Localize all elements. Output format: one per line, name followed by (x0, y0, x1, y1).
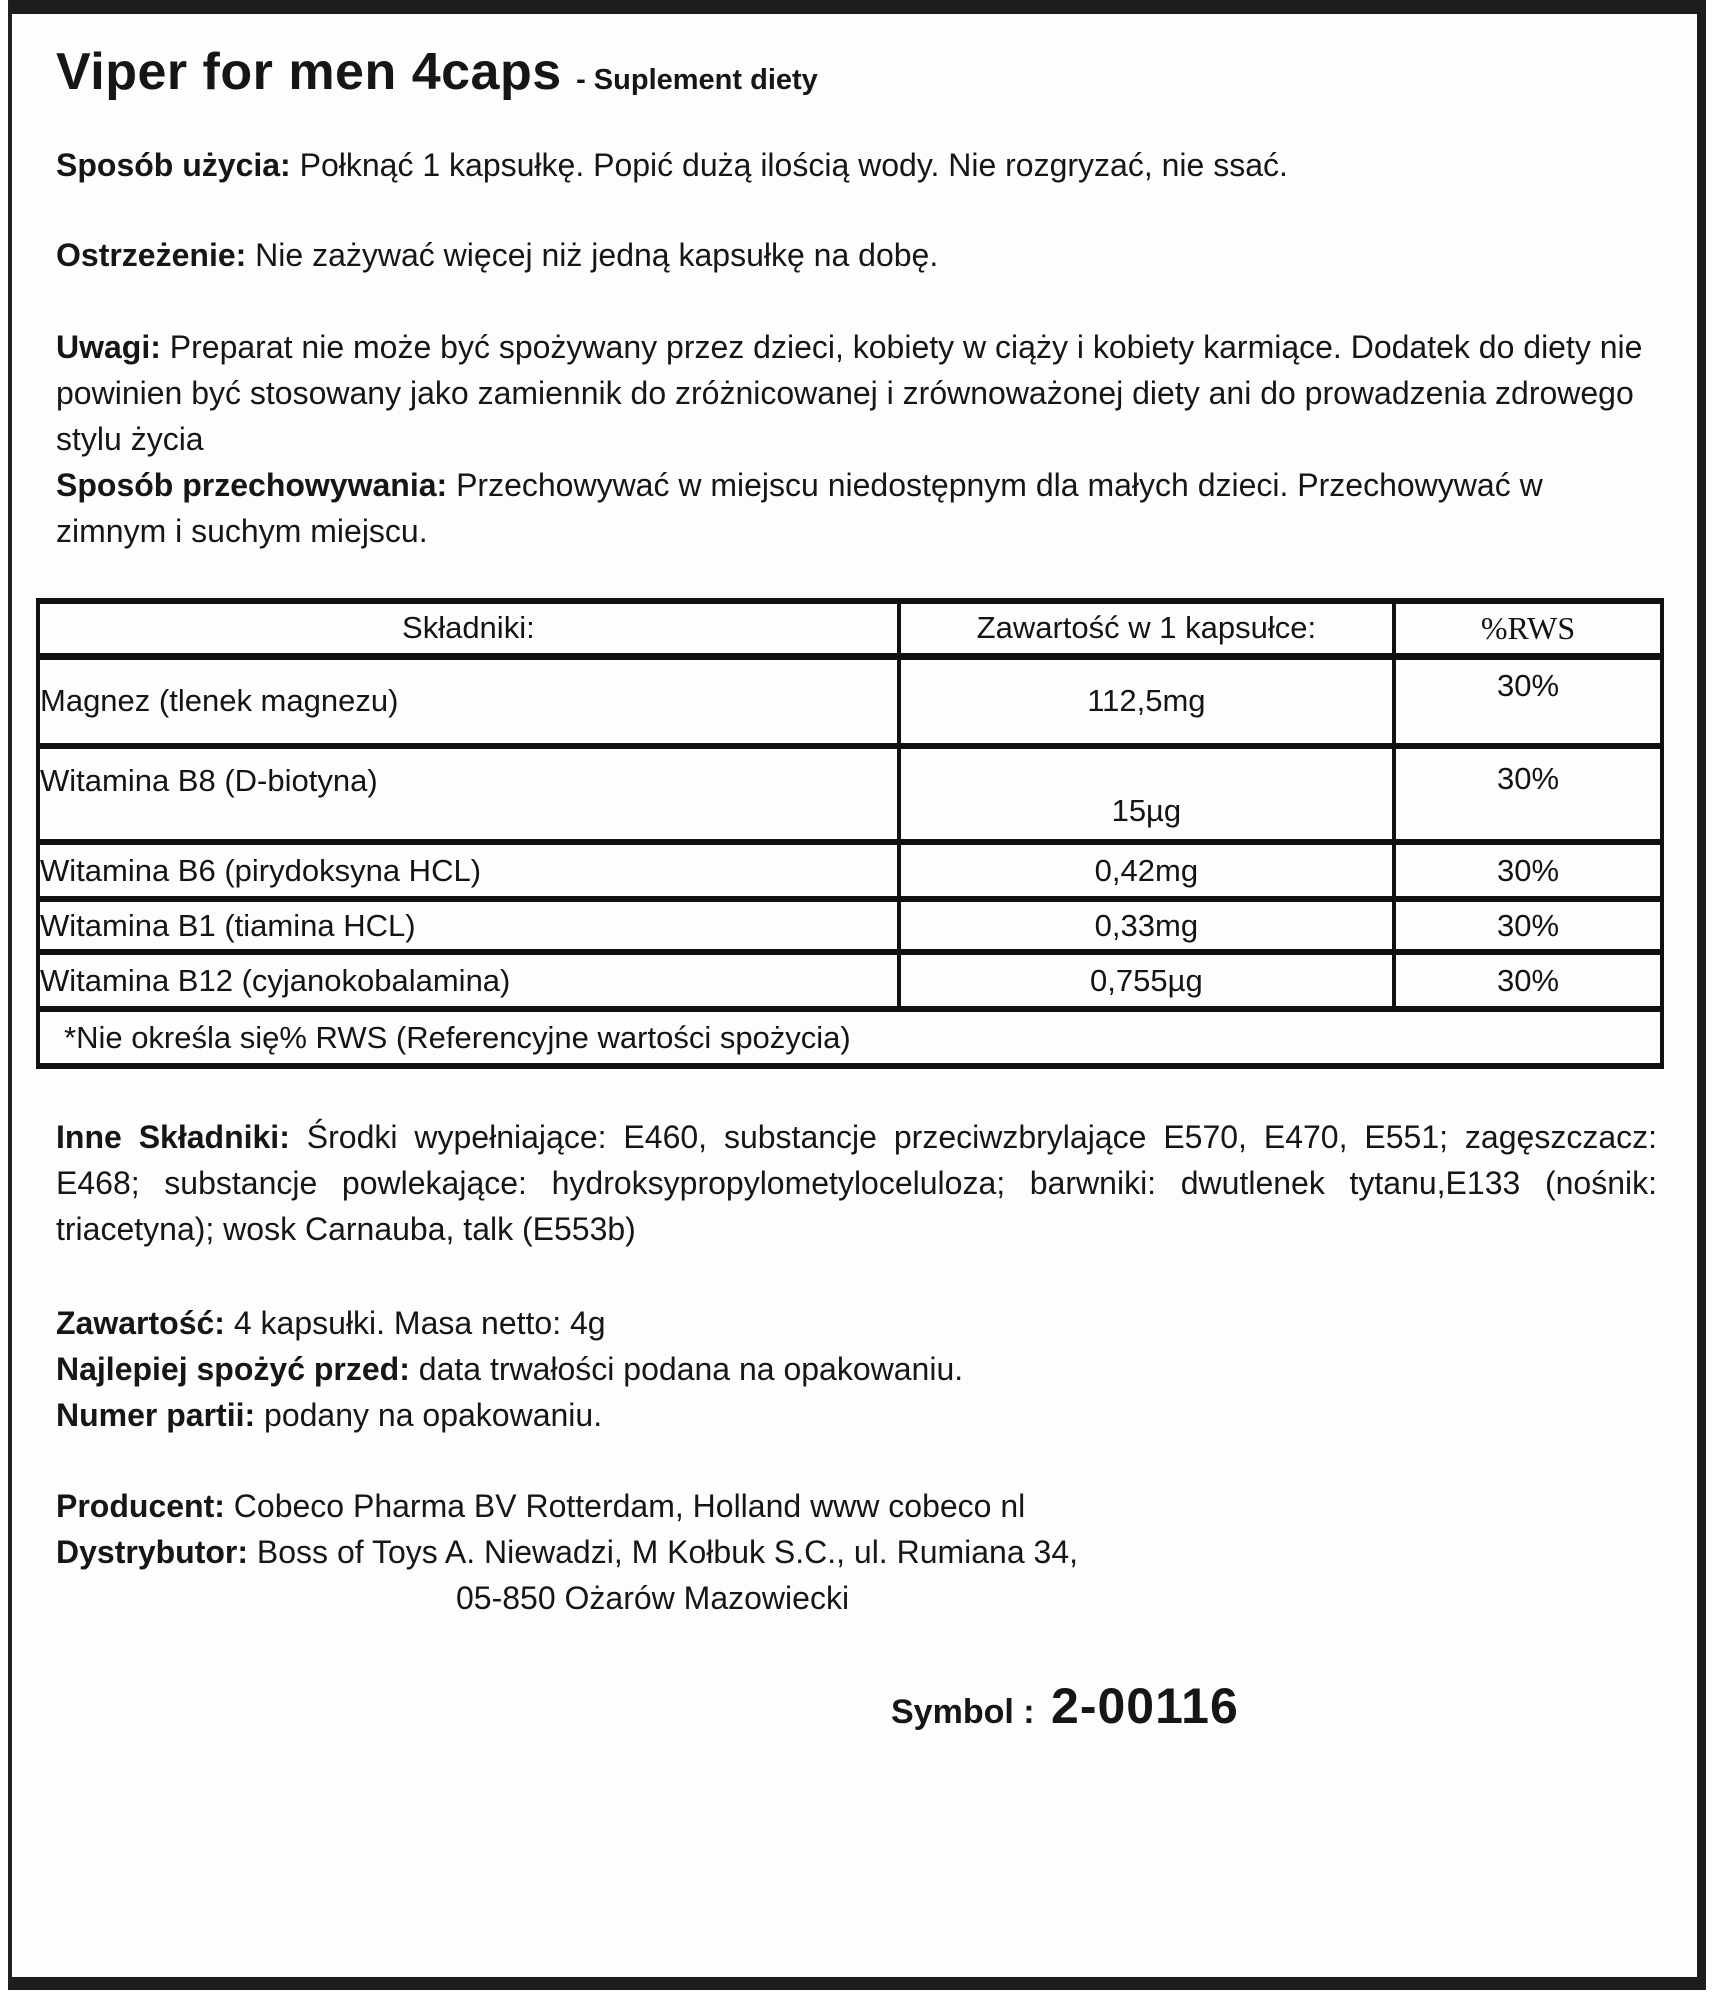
ingredient-amount: 15µg (896, 743, 1397, 845)
best-before-text: data trwałości podana na opakowaniu. (418, 1351, 964, 1387)
warning-text: Nie zażywać więcej niż jedną kapsułkę na… (255, 237, 939, 273)
product-subtitle: - Suplement diety (576, 64, 818, 96)
ingredient-amount: 0,42mg (896, 839, 1397, 902)
ingredient-name: Magnez (tlenek magnezu) (36, 653, 901, 749)
ingredient-rws: 30% (1392, 839, 1664, 902)
producer-text: Cobeco Pharma BV Rotterdam, Holland www … (233, 1488, 1026, 1524)
ingredient-rws: 30% (1392, 896, 1664, 955)
producer-heading: Producent: (56, 1488, 225, 1524)
distributor-address-line2: 05-850 Ożarów Mazowiecki (56, 1575, 1657, 1621)
ingredient-rws: 30% (1392, 653, 1664, 749)
storage-text: Przechowywać w miejscu niedostępnym dla … (56, 467, 1543, 549)
product-title: Viper for men 4caps (56, 43, 562, 101)
batch-paragraph: Numer partii: podany na opakowaniu. (56, 1392, 1657, 1438)
notes-paragraph: Uwagi: Preparat nie może być spożywany p… (56, 324, 1657, 462)
ingredient-name: Witamina B8 (D-biotyna) (36, 743, 901, 845)
best-before-paragraph: Najlepiej spożyć przed: data trwałości p… (56, 1346, 1657, 1392)
ingredient-name: Witamina B12 (cyjanokobalamina) (36, 949, 901, 1012)
producer-paragraph: Producent: Cobeco Pharma BV Rotterdam, H… (56, 1483, 1657, 1529)
warning-paragraph: Ostrzeżenie: Nie zażywać więcej niż jedn… (56, 232, 1657, 278)
contents-paragraph: Zawartość: 4 kapsułki. Masa netto: 4g (56, 1300, 1657, 1346)
batch-text: podany na opakowaniu. (264, 1397, 603, 1433)
symbol-row: Symbol : 2-00116 (56, 1677, 1657, 1735)
batch-heading: Numer partii: (56, 1397, 256, 1433)
table-footnote-row: *Nie określa się% RWS (Referencyjne wart… (36, 1006, 1664, 1069)
distributor-heading: Dystrybutor: (56, 1534, 249, 1570)
table-row: Witamina B8 (D-biotyna) 15µg 30% (36, 743, 1664, 845)
ingredient-name: Witamina B1 (tiamina HCL) (36, 896, 901, 955)
symbol-label: Symbol : (891, 1693, 1035, 1731)
ingredient-rws: 30% (1392, 949, 1664, 1012)
contents-text: 4 kapsułki. Masa netto: 4g (233, 1305, 606, 1341)
distributor-paragraph: Dystrybutor: Boss of Toys A. Niewadzi, M… (56, 1529, 1657, 1575)
other-ingredients-heading: Inne Składniki: (56, 1119, 290, 1155)
column-header-ingredients: Składniki: (36, 598, 901, 660)
warning-heading: Ostrzeżenie: (56, 237, 247, 273)
usage-heading: Sposób użycia: (56, 147, 291, 183)
distributor-city: 05-850 Ożarów Mazowiecki (456, 1580, 850, 1616)
ingredient-rws: 30% (1392, 743, 1664, 845)
table-row: Witamina B6 (pirydoksyna HCL) 0,42mg 30% (36, 839, 1664, 902)
table-row: Magnez (tlenek magnezu) 112,5mg 30% (36, 653, 1664, 749)
distributor-text: Boss of Toys A. Niewadzi, M Kołbuk S.C.,… (256, 1534, 1079, 1570)
symbol-value: 2-00116 (1051, 1678, 1239, 1734)
table-footnote: *Nie określa się% RWS (Referencyjne wart… (36, 1006, 1664, 1069)
ingredient-name: Witamina B6 (pirydoksyna HCL) (36, 839, 901, 902)
supplement-label: Viper for men 4caps - Suplement diety Sp… (8, 0, 1706, 1990)
table-row: Witamina B1 (tiamina HCL) 0,33mg 30% (36, 896, 1664, 955)
best-before-heading: Najlepiej spożyć przed: (56, 1351, 410, 1387)
usage-paragraph: Sposób użycia: Połknąć 1 kapsułkę. Popić… (56, 142, 1657, 188)
title-row: Viper for men 4caps - Suplement diety (56, 42, 1657, 102)
table-row: Witamina B12 (cyjanokobalamina) 0,755µg … (36, 949, 1664, 1012)
usage-text: Połknąć 1 kapsułkę. Popić dużą ilością w… (299, 147, 1288, 183)
other-ingredients-paragraph: Inne Składniki: Środki wypełniające: E46… (56, 1114, 1657, 1252)
notes-text: Preparat nie może być spożywany przez dz… (56, 329, 1643, 457)
ingredient-amount: 0,33mg (896, 896, 1397, 955)
notes-heading: Uwagi: (56, 329, 161, 365)
table-header-row: Składniki: Zawartość w 1 kapsułce: %RWS (36, 598, 1664, 660)
contents-heading: Zawartość: (56, 1305, 225, 1341)
ingredient-amount: 112,5mg (896, 653, 1397, 749)
ingredients-table: Składniki: Zawartość w 1 kapsułce: %RWS … (36, 598, 1664, 1069)
ingredient-amount: 0,755µg (896, 949, 1397, 1012)
other-ingredients-text: Środki wypełniające: E460, substancje pr… (56, 1119, 1658, 1247)
storage-paragraph: Sposób przechowywania: Przechowywać w mi… (56, 462, 1657, 554)
column-header-amount: Zawartość w 1 kapsułce: (896, 598, 1397, 660)
column-header-rws: %RWS (1392, 598, 1664, 660)
storage-heading: Sposób przechowywania: (56, 467, 448, 503)
